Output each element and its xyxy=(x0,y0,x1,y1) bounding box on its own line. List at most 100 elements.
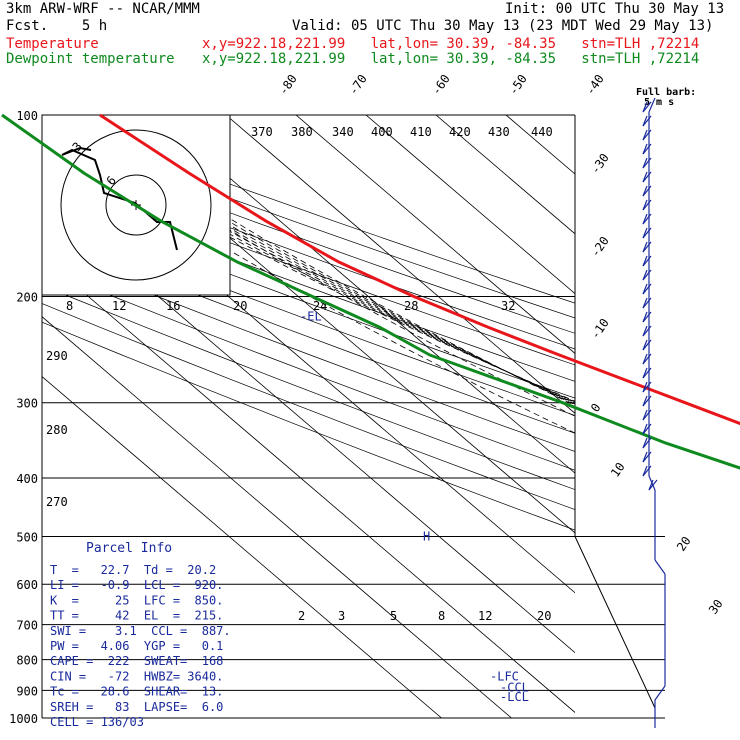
isotherm-line xyxy=(42,256,575,713)
pressure-tick-label: 800 xyxy=(16,654,38,668)
wind-barb-flag xyxy=(642,101,652,113)
parcel-info-row: K = 25 LFC = 850. xyxy=(50,593,223,607)
dewpoint-location: x,y=922.18,221.99 lat,lon= 30.39, -84.35… xyxy=(202,51,700,67)
wind-barb-staff xyxy=(654,559,666,575)
wind-barb-flag xyxy=(642,199,652,211)
theta-e-label: 400 xyxy=(371,125,393,139)
isotherm-line xyxy=(42,316,512,718)
dry-adiabat xyxy=(42,171,575,366)
pressure-tick-label: 200 xyxy=(16,291,38,305)
parcel-info-row: PW = 4.06 YGP = 0.1 xyxy=(50,639,223,653)
hodograph-ring-label: 28 xyxy=(404,299,418,313)
isotherm-tick-label: 20 xyxy=(674,534,694,554)
lcl-marker: -LCL xyxy=(500,690,529,704)
dewpoint-profile xyxy=(1,113,740,470)
isotherm-tick-label: -60 xyxy=(429,72,453,98)
hodograph-ring-label: 12 xyxy=(112,299,126,313)
isotherm-tick-label: 30 xyxy=(706,597,726,617)
temperature-profile xyxy=(99,113,740,426)
dry-adiabat xyxy=(42,186,575,382)
wind-barb-flag xyxy=(642,367,652,379)
wind-barb-flag xyxy=(642,255,652,267)
mixing-ratio-label: 8 xyxy=(438,609,445,623)
wind-barb-flag xyxy=(642,353,652,365)
wind-barb-flag xyxy=(642,143,652,155)
pressure-tick-label: 100 xyxy=(16,109,38,123)
wind-barb-flag xyxy=(642,227,652,239)
pressure-tick-label: 900 xyxy=(16,684,38,698)
isotherm-tick-label: -30 xyxy=(588,151,612,177)
isotherm-line xyxy=(155,115,575,474)
isotherm-line xyxy=(42,376,442,718)
theta-e-label: 410 xyxy=(410,125,432,139)
wind-barb-flag xyxy=(642,297,652,309)
forecast-hour: Fcst. 5 h xyxy=(6,18,108,34)
wind-barb-flag xyxy=(642,283,652,295)
dry-adiabat xyxy=(42,233,575,434)
mixing-ratio-label: 20 xyxy=(537,609,551,623)
wind-barb-flag xyxy=(642,171,652,183)
wind-barb-flag xyxy=(642,325,652,337)
init-time: Init: 00 UTC Thu 30 May 13 xyxy=(505,1,725,17)
hodograph-ring-inner xyxy=(105,174,167,236)
parcel-info-row: LI = -0.9 LCL = 920. xyxy=(50,578,223,592)
mixing-ratio-label: 12 xyxy=(478,609,492,623)
ccl-marker: -CCL xyxy=(500,681,529,695)
isotherm-tick-label: -10 xyxy=(588,316,612,342)
barb-legend-title: Full barb: xyxy=(636,87,696,98)
barb-legend-units: 5 m s xyxy=(644,97,674,108)
dry-adiabat xyxy=(42,217,575,416)
wind-barb-flag xyxy=(642,423,652,435)
parcel-info-row: Tc = 28.6 SHEAR= 13. xyxy=(50,685,223,699)
dry-adiabat xyxy=(42,201,575,399)
lcl-tick-marker: H xyxy=(423,529,430,543)
theta-e-label: 430 xyxy=(488,125,510,139)
isotherm-line xyxy=(365,115,575,295)
isotherm-tick-label: -80 xyxy=(276,72,300,98)
model-title: 3km ARW-WRF -- NCAR/MMM xyxy=(6,1,200,17)
pressure-tick-label: 600 xyxy=(16,578,38,592)
wind-barb-flag xyxy=(642,241,652,253)
theta-e-label: 440 xyxy=(531,125,553,139)
isotherm-tick-label: -50 xyxy=(506,72,530,98)
moist-adiabat xyxy=(103,162,575,403)
mixing-ratio-label: 2 xyxy=(298,609,305,623)
wind-barb-flag xyxy=(642,129,652,141)
parcel-info-row: CAPE = 222 SWEAT= 168 xyxy=(50,654,223,668)
wind-barb-staff xyxy=(654,685,666,701)
parcel-info-row: SWI = 3.1 CCL = 887. xyxy=(50,624,231,638)
pressure-tick-label: 300 xyxy=(16,397,38,411)
parcel-info-row: CELL = 136/03 xyxy=(50,715,144,729)
wind-barbs xyxy=(642,97,666,728)
wind-barb-flag xyxy=(642,465,652,477)
wind-barb-flag xyxy=(642,269,652,281)
isotherm-line xyxy=(505,115,575,175)
parcel-info-row: SREH = 83 LAPSE= 6.0 xyxy=(50,700,223,714)
parcel-info-row: TT = 42 EL = 215. xyxy=(50,609,223,623)
wind-barb-flag xyxy=(642,395,652,407)
skewt-background-lines xyxy=(42,115,740,718)
hodograph-ring-label: 8 xyxy=(66,299,73,313)
parcel-info-title: Parcel Info xyxy=(86,541,172,556)
pressure-tick-label: 500 xyxy=(16,530,38,544)
pressure-tick-label: 700 xyxy=(16,619,38,633)
mixing-ratio-label: 3 xyxy=(338,609,345,623)
wind-barb-flag xyxy=(642,409,652,421)
hodograph-ring-outer xyxy=(60,129,212,281)
wind-barb-flag xyxy=(642,157,652,169)
theta-label: 290 xyxy=(46,349,68,363)
valid-time: Valid: 05 UTC Thu 30 May 13 (23 MDT Wed … xyxy=(292,18,714,34)
hodograph-ring-label: 32 xyxy=(501,299,515,313)
wind-barb-flag xyxy=(642,451,652,463)
dry-adiabat xyxy=(42,285,575,490)
pressure-tick-label: 1000 xyxy=(9,712,38,726)
dry-adiabat xyxy=(42,267,575,471)
dry-adiabat xyxy=(42,303,575,510)
isotherm-line xyxy=(646,115,740,718)
dry-adiabat xyxy=(42,321,575,531)
dewpoint-legend: Dewpoint temperature xyxy=(6,51,175,67)
isotherm-tick-label: -20 xyxy=(588,234,612,260)
temperature-location: x,y=922.18,221.99 lat,lon= 30.39, -84.35… xyxy=(202,36,700,52)
